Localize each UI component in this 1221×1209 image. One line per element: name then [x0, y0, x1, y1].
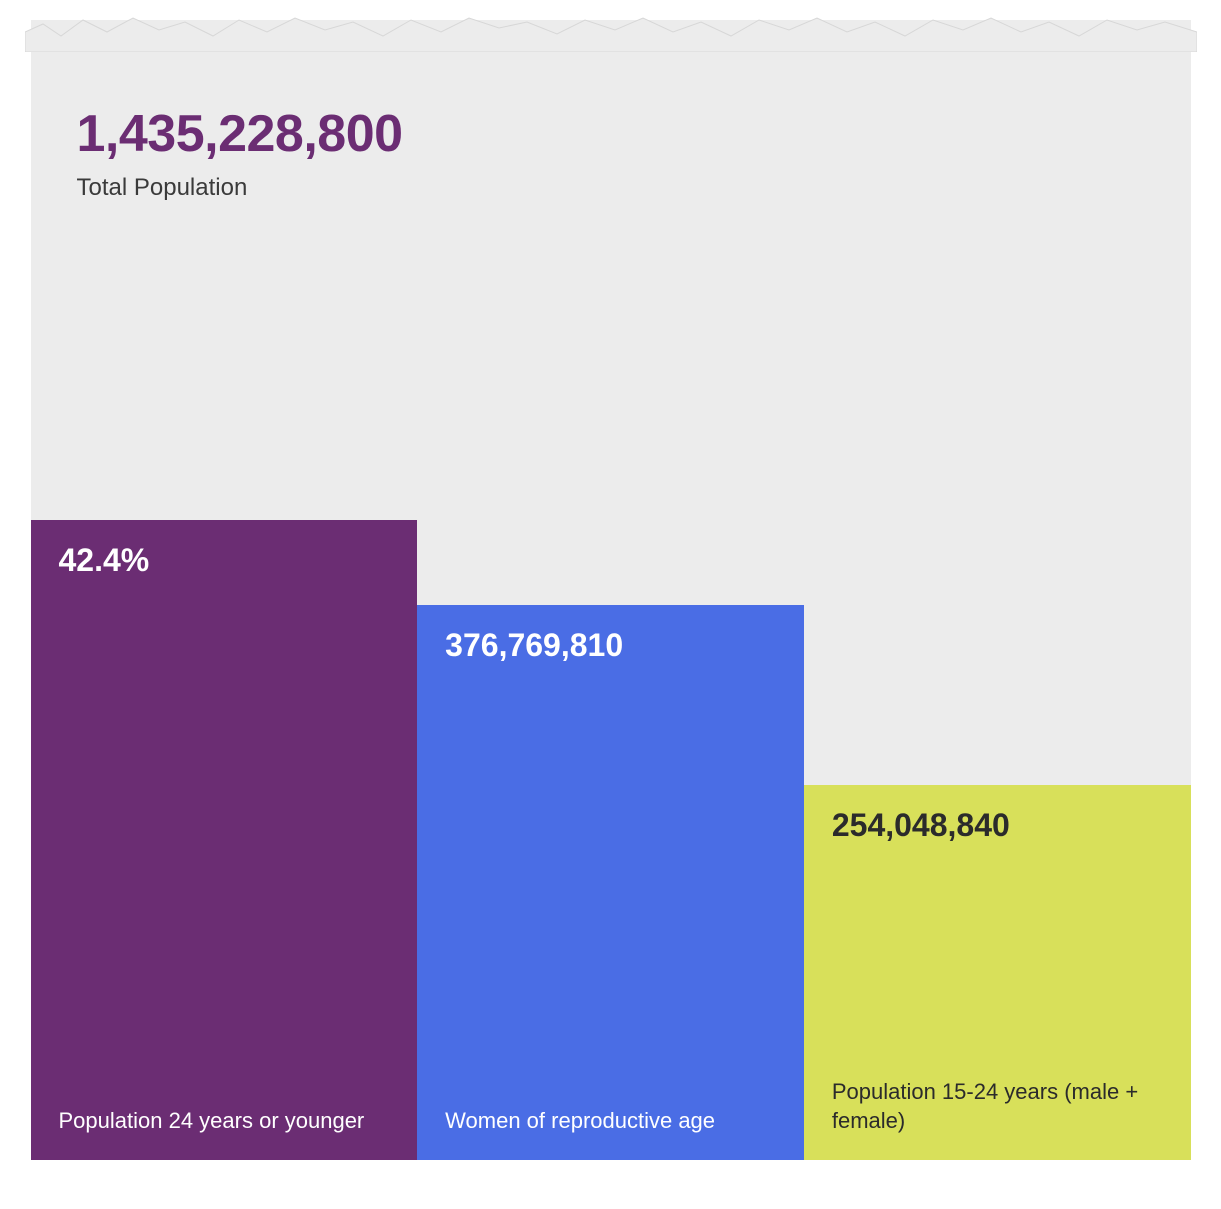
bar-value: 254,048,840 — [832, 807, 1010, 844]
bar-women-reproductive: 376,769,810 Women of reproductive age — [417, 605, 804, 1160]
total-population-value: 1,435,228,800 — [77, 104, 403, 164]
bar-label: Women of reproductive age — [445, 1106, 764, 1136]
total-population-label: Total Population — [77, 174, 403, 202]
header-block: 1,435,228,800 Total Population — [77, 104, 403, 202]
bar-chart: 42.4% Population 24 years or younger 376,7… — [31, 520, 1191, 1160]
bar-value: 42.4% — [59, 542, 150, 579]
bar-pop-15-24: 254,048,840 Population 15-24 years (male … — [804, 785, 1191, 1160]
bar-pop-24-younger: 42.4% Population 24 years or younger — [31, 520, 418, 1160]
torn-edge-decoration — [25, 2, 1197, 52]
infographic-card: 1,435,228,800 Total Population 42.4% Popu… — [31, 20, 1191, 1160]
bar-label: Population 15-24 years (male + female) — [832, 1077, 1151, 1136]
bar-value: 376,769,810 — [445, 627, 623, 664]
bar-label: Population 24 years or younger — [59, 1106, 378, 1136]
